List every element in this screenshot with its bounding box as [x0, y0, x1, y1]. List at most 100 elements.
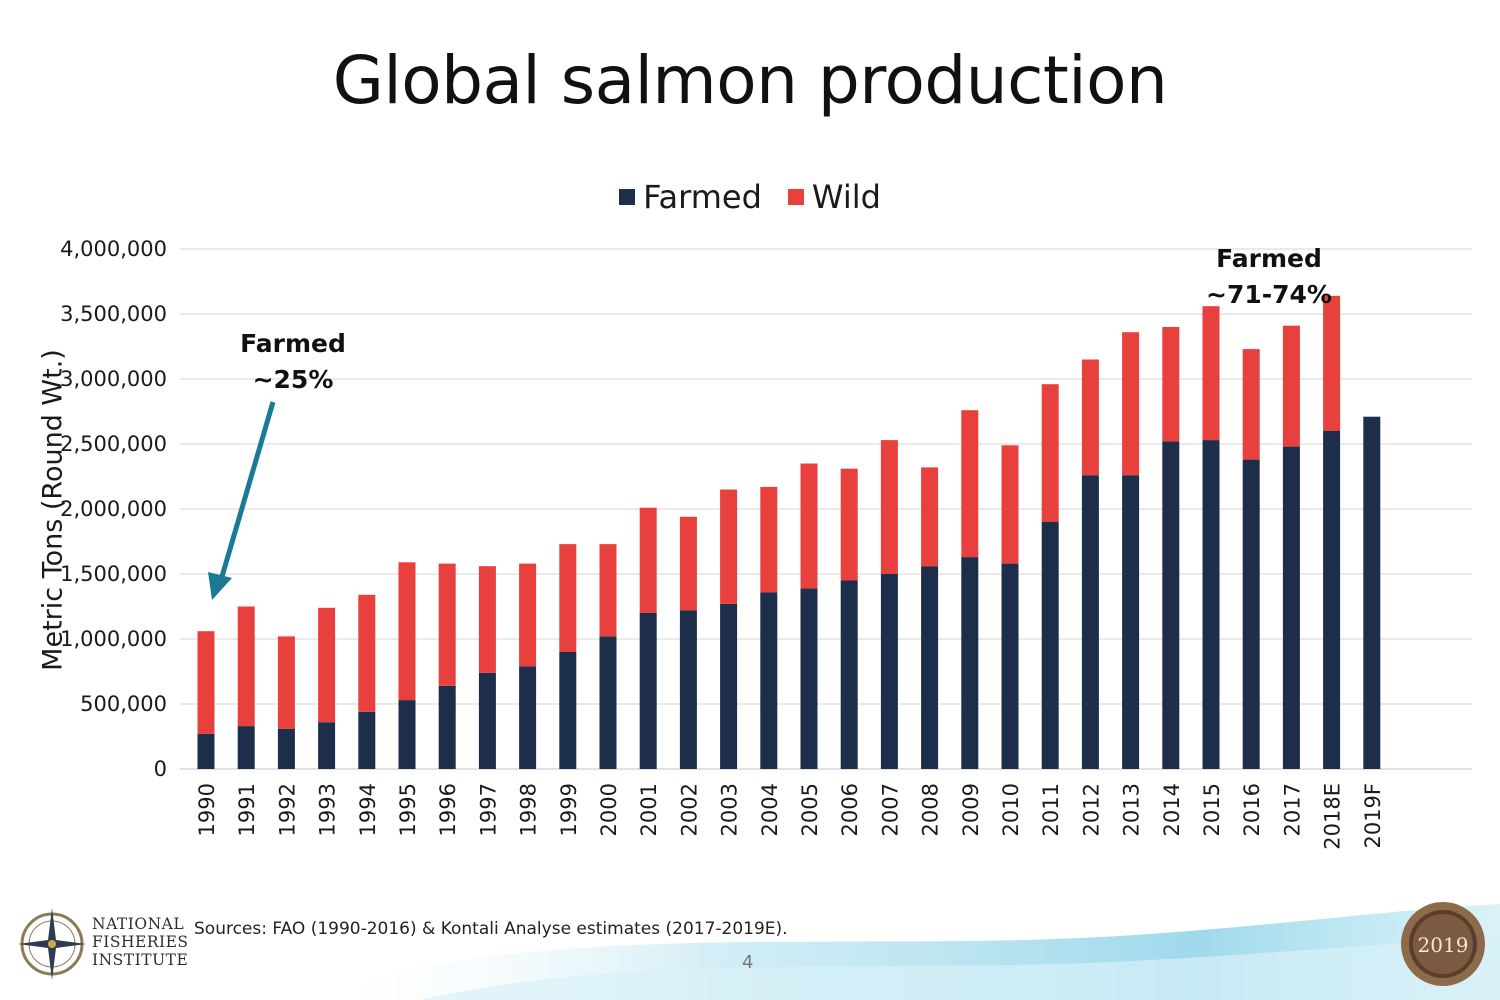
bar-wild	[1001, 445, 1019, 564]
bar-farmed	[1122, 475, 1140, 769]
x-tick-label: 1996	[436, 783, 460, 836]
x-tick-label: 1990	[195, 783, 219, 836]
nfi-wordmark-line-2: FISHERIES	[92, 933, 189, 951]
bar-farmed	[961, 557, 979, 769]
bar-wild	[1162, 327, 1180, 442]
x-tick-label: 2013	[1120, 783, 1144, 836]
bar-wild	[519, 563, 537, 667]
annotation-arrow	[208, 401, 276, 600]
bar-wild	[679, 516, 697, 611]
bar-farmed	[921, 566, 939, 769]
x-tick-label: 1995	[396, 783, 420, 836]
y-tick-label: 2,000,000	[60, 497, 167, 521]
bar-wild	[1122, 332, 1140, 476]
bar-farmed	[358, 711, 376, 769]
x-tick-label: 1999	[557, 783, 581, 836]
y-tick-label: 4,000,000	[60, 237, 167, 261]
x-tick-label: 2017	[1280, 783, 1304, 836]
y-tick-label: 3,500,000	[60, 302, 167, 326]
chart-legend: Farmed Wild	[0, 178, 1500, 216]
nfi-wordmark: NATIONAL FISHERIES INSTITUTE	[92, 915, 189, 969]
page-number: 4	[742, 952, 754, 973]
y-tick-label: 1,500,000	[60, 562, 167, 586]
bar-farmed	[679, 610, 697, 769]
bar-wild	[1323, 295, 1341, 431]
x-tick-label: 1993	[316, 783, 340, 836]
bar-farmed	[800, 588, 818, 769]
bar-farmed	[438, 685, 456, 769]
x-tick-label: 2005	[798, 783, 822, 836]
bar-wild	[639, 507, 657, 613]
x-tick-label: 2014	[1160, 783, 1184, 836]
x-tick-label: 2000	[597, 783, 621, 836]
x-tick-label: 2006	[838, 783, 862, 836]
legend-swatch-farmed	[619, 189, 636, 205]
arrow-shaft	[218, 401, 276, 581]
bar-wild	[559, 544, 577, 652]
bar-wild	[1081, 359, 1099, 476]
bar-wild	[880, 440, 898, 574]
x-axis-ticks: 1990 1991 1992 1993 1994 1995 1996 1997 1998 1999…	[195, 783, 1385, 850]
x-tick-label: 2009	[959, 783, 983, 836]
bar-farmed	[1041, 522, 1059, 769]
legend-label-farmed: Farmed	[643, 178, 762, 216]
bar-wild	[237, 606, 255, 727]
bar-wild	[358, 594, 376, 712]
bar-farmed	[519, 666, 537, 769]
nfi-compass-logo	[18, 908, 86, 980]
bar-farmed	[1323, 431, 1341, 769]
nfi-wordmark-line-1: NATIONAL	[92, 915, 185, 933]
bar-farmed	[1081, 475, 1099, 769]
x-tick-label: 2016	[1240, 783, 1264, 836]
y-tick-label: 1,000,000	[60, 627, 167, 651]
bar-wild	[277, 636, 295, 729]
bar-wild	[840, 468, 858, 581]
bar-farmed	[277, 728, 295, 769]
bar-farmed	[720, 603, 738, 769]
bar-farmed	[1202, 440, 1220, 769]
annotation-1990-line1: Farmed	[240, 329, 346, 358]
bar-wild	[438, 563, 456, 686]
bar-wild	[760, 486, 778, 593]
bar-farmed	[760, 592, 778, 769]
legend-item-wild: Wild	[787, 178, 881, 216]
bar-farmed	[237, 726, 255, 769]
bar-wild	[720, 489, 738, 604]
bar-farmed	[840, 580, 858, 769]
bar-farmed	[880, 574, 898, 769]
bar-wild	[921, 467, 939, 567]
x-tick-label: 2010	[999, 783, 1023, 836]
y-tick-label: 0	[154, 757, 167, 781]
x-tick-label: 2003	[718, 783, 742, 836]
y-axis-ticks: 0 500,000 1,000,000 1,500,000 2,000,000 2,500…	[60, 237, 167, 781]
x-tick-label: 2008	[919, 783, 943, 836]
bar-wild	[1202, 306, 1220, 441]
bar-chart: 0 500,000 1,000,000 1,500,000 2,000,000 2,500…	[60, 237, 1472, 850]
x-tick-label: 1992	[275, 783, 299, 836]
bar-farmed	[639, 613, 657, 769]
annotation-farmed-1990: Farmed ~25%	[218, 326, 368, 398]
nfi-wordmark-line-3: INSTITUTE	[92, 951, 189, 969]
x-tick-label: 2001	[637, 783, 661, 836]
bar-wild	[197, 631, 215, 734]
bar-farmed	[1162, 441, 1180, 769]
footer-wave	[300, 904, 1500, 1000]
x-tick-label: 1991	[235, 783, 259, 836]
x-tick-label: 2002	[677, 783, 701, 836]
y-tick-label: 500,000	[80, 692, 167, 716]
bar-farmed	[478, 672, 496, 769]
x-tick-label: 2004	[758, 783, 782, 836]
bar-wild	[800, 463, 818, 589]
bars	[197, 295, 1381, 769]
y-tick-label: 2,500,000	[60, 432, 167, 456]
bar-farmed	[398, 700, 416, 769]
x-tick-label: 2015	[1200, 783, 1224, 836]
bar-wild	[398, 562, 416, 701]
bar-wild	[1282, 325, 1300, 447]
bar-farmed	[318, 722, 336, 769]
bar-wild	[599, 544, 617, 637]
annotation-1990-line2: ~25%	[252, 365, 334, 394]
x-tick-label: 1997	[476, 783, 500, 836]
x-tick-label: 1998	[517, 783, 541, 836]
x-tick-label: 2019F	[1361, 783, 1385, 849]
